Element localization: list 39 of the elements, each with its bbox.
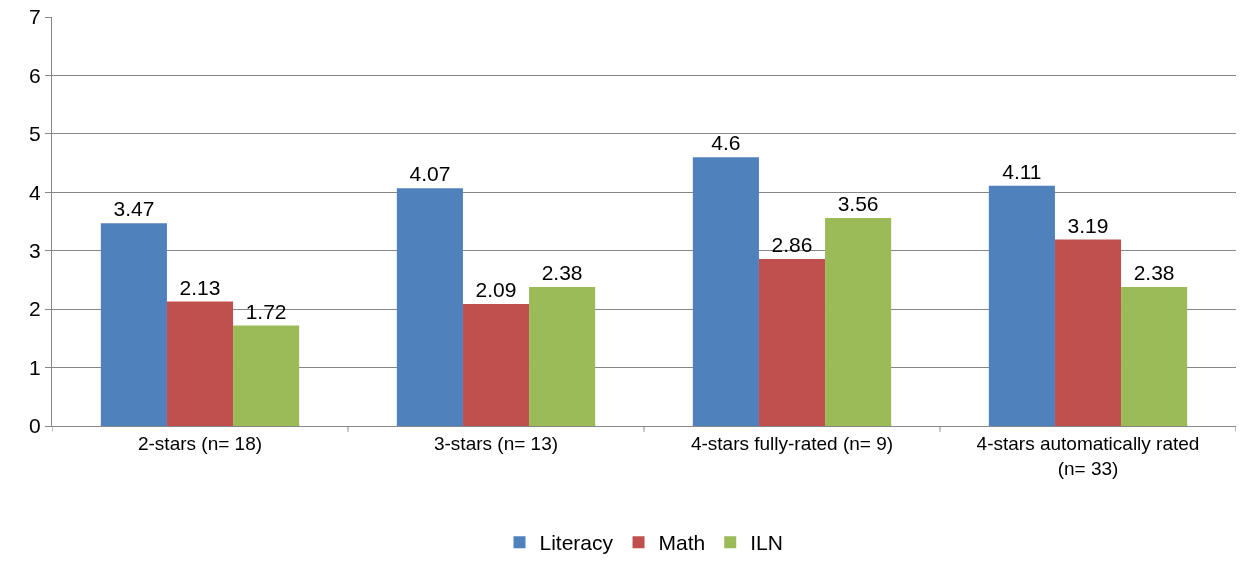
bar [988, 185, 1055, 426]
x-tick-label: 3-stars (n= 13) [433, 432, 559, 454]
bar [100, 223, 167, 426]
data-label: 4.07 [409, 162, 451, 186]
data-label: 3.19 [1067, 213, 1109, 237]
bar [233, 325, 300, 426]
data-label: 4.6 [711, 131, 741, 155]
y-tick-label: 7 [29, 5, 41, 29]
bar [825, 217, 892, 426]
bar [692, 157, 759, 426]
bar [1121, 286, 1188, 426]
data-label: 3.47 [113, 197, 155, 221]
bar [396, 188, 463, 426]
bar [758, 258, 826, 426]
legend-label: Literacy [539, 531, 614, 555]
data-label: 2.86 [771, 232, 813, 256]
bar [1054, 239, 1122, 426]
y-tick-label: 4 [29, 180, 42, 204]
data-label: 3.56 [837, 191, 879, 215]
y-tick-label: 5 [29, 122, 41, 146]
x-tick-label: 4-stars fully-rated (n= 9) [690, 432, 894, 454]
legend-label: ILN [750, 531, 783, 555]
y-tick-label: 1 [29, 355, 41, 379]
data-label: 2.13 [179, 275, 221, 299]
data-label: 2.09 [475, 277, 517, 301]
x-tick-label: 2-stars (n= 18) [137, 432, 263, 454]
data-label: 4.11 [1002, 159, 1042, 183]
legend-label: Math [658, 531, 706, 555]
y-tick-label: 2 [29, 297, 41, 321]
bar [166, 301, 234, 426]
y-tick-label: 3 [29, 239, 41, 263]
y-tick-label: 0 [29, 414, 41, 438]
x-tick-label: 4-stars automatically rated (n= 33) [976, 432, 1200, 479]
bar [462, 303, 530, 426]
y-tick-label: 6 [29, 63, 41, 87]
data-label: 2.38 [1133, 260, 1175, 284]
data-label: 1.72 [245, 299, 287, 323]
bar [529, 286, 596, 426]
data-label: 2.38 [541, 260, 583, 284]
